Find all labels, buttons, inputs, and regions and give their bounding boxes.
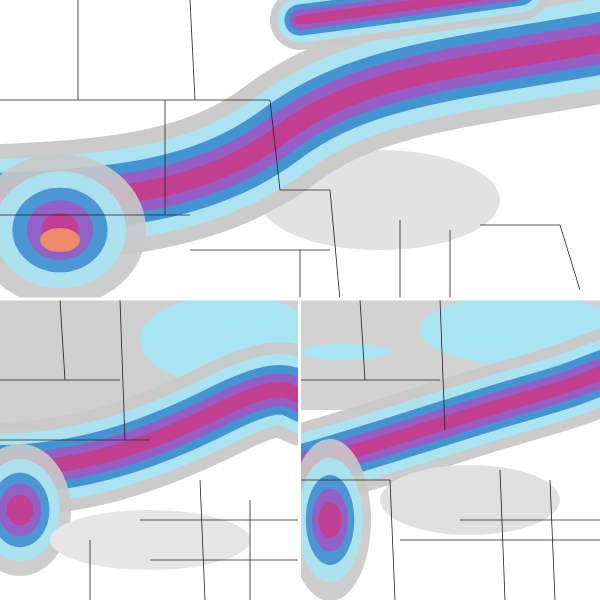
state-border bbox=[359, 300, 366, 381]
state-border bbox=[199, 479, 206, 600]
precip-band bbox=[295, 0, 484, 25]
state-border bbox=[269, 99, 330, 191]
state-border bbox=[499, 469, 506, 600]
state-border bbox=[329, 189, 341, 298]
bottom-left-panel bbox=[0, 300, 298, 600]
state-border bbox=[439, 300, 446, 431]
cloud-area bbox=[380, 465, 560, 535]
bottom-right-panel bbox=[301, 300, 600, 600]
state-border bbox=[59, 300, 66, 381]
state-border bbox=[119, 300, 126, 441]
top-panel bbox=[0, 0, 600, 298]
cloud-area bbox=[50, 510, 250, 570]
heavy-core bbox=[40, 228, 80, 252]
precip-area bbox=[318, 502, 342, 538]
snow-area bbox=[301, 344, 390, 360]
state-border bbox=[189, 0, 196, 101]
precip-band bbox=[301, 366, 600, 474]
state-border bbox=[389, 479, 396, 600]
state-border bbox=[480, 224, 581, 291]
precip-area bbox=[6, 494, 34, 526]
